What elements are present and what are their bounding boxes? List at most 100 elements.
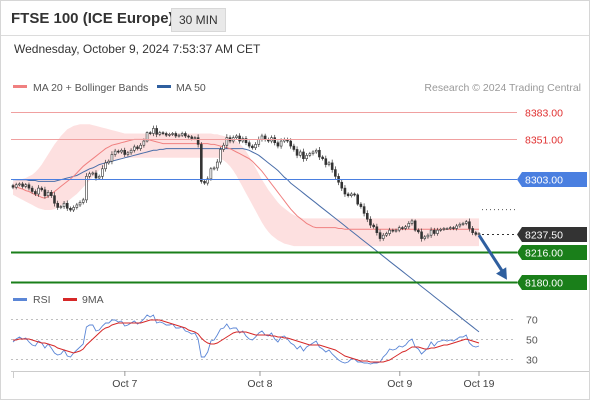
candle-body <box>155 128 158 135</box>
instrument-title: FTSE 100 (ICE Europe) <box>11 10 174 27</box>
candle <box>206 176 209 186</box>
candle-body <box>110 154 114 162</box>
main-legend: MA 20 + Bollinger Bands MA 50 Research ©… <box>13 82 581 94</box>
candle <box>292 143 296 152</box>
candle-body <box>350 193 353 196</box>
candle-body <box>18 183 21 186</box>
candle <box>177 133 181 138</box>
candle-body <box>324 158 328 165</box>
candle <box>209 167 213 181</box>
candle-body <box>196 137 200 145</box>
candle <box>200 142 203 184</box>
candle-body <box>279 140 283 147</box>
candle-body <box>391 229 395 232</box>
candle-body <box>356 194 360 205</box>
price-level-label: 8180.00 <box>525 278 563 290</box>
time-axis-label: Oct 19 <box>464 378 495 390</box>
candle-body <box>372 224 375 228</box>
candle-body <box>123 149 127 155</box>
candle <box>174 131 178 139</box>
candle <box>14 182 18 190</box>
candle-body <box>455 225 458 229</box>
candle <box>263 133 267 142</box>
candle <box>378 229 382 242</box>
candle-body <box>81 199 85 203</box>
candle <box>448 226 452 231</box>
candle <box>334 166 337 180</box>
candle <box>187 134 190 139</box>
candle <box>420 228 423 242</box>
candle <box>302 148 305 162</box>
price-level-tag-bg <box>517 275 587 290</box>
candle <box>120 148 123 154</box>
candle <box>397 225 401 233</box>
candle <box>142 138 146 148</box>
candle-body <box>40 187 44 191</box>
candle-body <box>21 183 24 187</box>
candle <box>104 159 107 172</box>
candle <box>455 223 458 231</box>
candle <box>59 205 63 210</box>
candle <box>155 125 158 138</box>
price-level-tag: 8383.00 <box>525 108 563 120</box>
candle-body <box>65 202 69 209</box>
candle-body <box>113 150 117 155</box>
candle-body <box>136 146 139 149</box>
candle <box>369 216 372 228</box>
rsi-ma-legend-label: 9MA <box>82 294 104 306</box>
candle-body <box>340 181 344 189</box>
candle <box>238 133 241 144</box>
candle-body <box>37 187 40 195</box>
candle-body <box>101 168 104 177</box>
candle <box>327 161 331 167</box>
candle <box>423 235 427 241</box>
candle-body <box>187 135 190 138</box>
price-level-label: 8216.00 <box>525 248 563 260</box>
candle-body <box>97 176 101 179</box>
price-level-label: 8383.00 <box>525 108 563 120</box>
candle <box>305 153 308 161</box>
timeframe-button[interactable]: 30 MIN <box>171 8 226 32</box>
candle <box>27 182 31 191</box>
candle-body <box>53 195 56 204</box>
candle-body <box>452 227 455 229</box>
candle-body <box>359 203 363 207</box>
candle-body <box>24 184 28 187</box>
candle <box>50 190 53 198</box>
candle <box>321 155 324 161</box>
candle <box>391 228 395 233</box>
candle <box>413 219 417 232</box>
candle <box>260 133 264 142</box>
candle-body <box>43 189 47 196</box>
timestamp: Wednesday, October 9, 2024 7:53:37 AM CE… <box>14 42 261 56</box>
candle <box>139 142 142 151</box>
price-level-tag-bg <box>517 245 587 260</box>
candle <box>254 142 257 150</box>
candle <box>91 171 95 176</box>
candle <box>410 218 414 226</box>
candle <box>97 174 101 180</box>
candle <box>407 221 411 230</box>
candle-body <box>75 204 79 208</box>
candle-body <box>468 221 471 229</box>
time-axis-label: Oct 7 <box>112 378 137 390</box>
candle <box>69 206 72 212</box>
candle-body <box>289 140 292 147</box>
candle-body <box>209 168 213 180</box>
candle <box>164 131 168 137</box>
candle-body <box>334 169 337 177</box>
candle <box>244 135 248 146</box>
candle <box>180 131 184 137</box>
candle <box>62 200 66 209</box>
candle-body <box>190 136 194 139</box>
candle <box>359 202 363 209</box>
candle <box>126 151 130 157</box>
candle-body <box>471 228 474 233</box>
time-axis: Oct 7 Oct 8 Oct 9 Oct 19 <box>11 371 589 390</box>
candle <box>184 131 187 139</box>
candle <box>37 185 40 197</box>
candle-body <box>385 233 388 236</box>
candle <box>101 165 104 180</box>
candle <box>295 146 299 159</box>
